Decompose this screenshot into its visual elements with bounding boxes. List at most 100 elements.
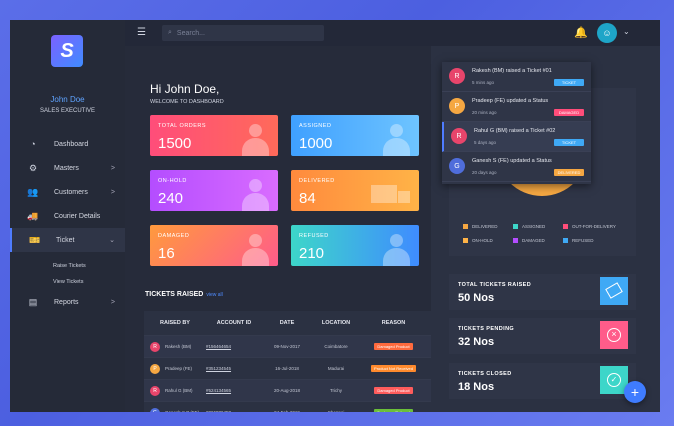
card-value: 1000 [299,135,333,152]
table-row[interactable]: P Pradeep (FE) #351234545 16-Jul-2018 Mad… [144,357,431,379]
card-assigned[interactable]: ASSIGNED 1000 [291,115,419,156]
card-value: 240 [158,190,184,207]
column-header[interactable]: ACCOUNT ID [216,320,252,326]
notification-item[interactable]: R Rakesh (BM) raised a Ticket #01 5 mins… [442,62,591,92]
account-id-link[interactable]: #524134565 [206,388,232,393]
person-icon [381,232,411,266]
sidebar-item-dashboard[interactable]: ◔ Dashboard [10,132,125,156]
search-input[interactable]: ⌕ Search... [162,25,324,41]
column-header[interactable]: REASON [381,320,406,326]
notification-badge: DELIVERED [554,169,584,176]
sidebar-item-courier-details[interactable]: 🚚 Courier Details [10,204,125,228]
legend-swatch [513,224,518,229]
sidebar-nav: ◔ Dashboard ⚙ Masters > 👥 Customers > 🚚 … [10,132,125,314]
reason-badge: Damaged Product [374,343,413,350]
raised-by-cell: R Rahul G (BM) [144,385,206,396]
legend-swatch [513,238,518,243]
table-row[interactable]: R Rakesh (BM) #156464654 09-Nov-2017 Coim… [144,335,431,357]
avatar: P [150,363,160,374]
sidebar-subitem-view-tickets[interactable]: View Tickets [53,279,84,285]
tickets-raised-title: TICKETS RAISED view all [145,291,223,298]
card-total-orders[interactable]: TOTAL ORDERS 1500 [150,115,278,156]
card-refused[interactable]: REFUSED 210 [291,225,419,266]
avatar: R [449,68,465,84]
card-value: 210 [299,245,325,262]
card-damaged[interactable]: DAMAGED 16 [150,225,278,266]
column-header[interactable]: RAISED BY [160,320,190,326]
legend-swatch [463,238,468,243]
legend-item: REFUSED [563,238,594,243]
stat-total-tickets[interactable]: TOTAL TICKETS RAISED 50 Nos [449,274,636,310]
legend-label: DELIVERED [472,224,498,229]
sidebar-item-masters[interactable]: ⚙ Masters > [10,156,125,180]
table-row[interactable]: R Rahul G (BM) #524134565 20-Aug-2018 Tri… [144,379,431,401]
legend-label: DAMAGED [522,238,545,243]
view-all-link[interactable]: view all [206,292,223,298]
column-header[interactable]: DATE [279,320,295,326]
person-icon [240,122,270,156]
card-on-hold[interactable]: ON-HOLD 240 [150,170,278,211]
date-cell: 16-Jul-2018 [275,366,299,371]
close-icon: × [600,321,628,349]
sidebar-item-reports[interactable]: ▤ Reports > [10,290,125,314]
sidebar: S John Doe SALES EXECUTIVE ◔ Dashboard ⚙… [10,20,125,412]
legend-item: ASSIGNED [513,224,545,229]
logo-icon: S [51,35,83,67]
ticket-icon: 🎫 [29,234,41,245]
notification-item[interactable]: R Rahul G (BM) raised a Ticket #02 5 day… [442,122,591,152]
stat-tickets-pending[interactable]: TICKETS PENDING 32 Nos × [449,318,636,354]
search-placeholder: Search... [176,29,205,37]
sidebar-item-customers[interactable]: 👥 Customers > [10,180,125,204]
notification-badge: DAMAGED [554,109,584,116]
notification-time: 20 days ago [472,170,497,175]
user-role: SALES EXECUTIVE [39,108,96,114]
person-icon [381,122,411,156]
chevron-down-icon[interactable]: ⌄ [623,27,630,36]
notification-item[interactable]: P Pradeep (FE) updated a Status 20 mins … [442,92,591,122]
chevron-right-icon: > [110,298,115,306]
notifications-dropdown: R Rakesh (BM) raised a Ticket #01 5 mins… [442,62,591,184]
add-button[interactable]: + [624,381,646,403]
card-value: 84 [299,190,316,207]
hamburger-menu-icon[interactable]: ☰ [137,27,146,38]
user-name: John Doe [50,95,85,104]
notification-item[interactable]: G Ganesh S (FE) updated a Status 20 days… [442,152,591,182]
raised-by-cell: R Rakesh (BM) [144,341,206,352]
card-label: ASSIGNED [299,123,332,129]
sidebar-subitem-raise-tickets[interactable]: Raise Tickets [53,263,86,269]
cog-icon: ⚙ [28,162,38,173]
reason-badge: Customer Refused [373,409,414,412]
column-header[interactable]: LOCATION [321,320,351,326]
raised-by-text: Rakesh (BM) [165,344,192,349]
raised-by-text: Rahul G (BM) [165,388,193,393]
stat-tickets-closed[interactable]: TICKETS CLOSED 18 Nos ✓ [449,363,636,399]
stat-label: TICKETS CLOSED [458,371,512,377]
sidebar-item-label: Customers [54,188,88,196]
account-id-link[interactable]: #351234545 [206,366,232,371]
raised-by-cell: P Pradeep (FE) [144,363,206,374]
avatar: R [150,385,160,396]
legend-label: REFUSED [572,238,594,243]
check-icon: ✓ [600,366,628,394]
card-label: ON-HOLD [158,178,187,184]
location-cell: Coimbatore [324,344,348,349]
truck-icon [371,177,411,211]
account-id-link[interactable]: #156464654 [206,344,232,349]
location-cell: Madurai [327,366,345,371]
truck-icon: 🚚 [27,210,39,221]
account-id-link[interactable]: #266986458 [206,410,262,412]
chevron-right-icon: > [110,188,115,196]
raised-by-text: Ganesh S P (FE) [165,410,199,412]
chevron-right-icon: > [110,164,115,172]
card-label: DELIVERED [299,178,335,184]
avatar[interactable]: ☺ [597,23,617,43]
sidebar-item-ticket[interactable]: 🎫 Ticket ⌄ [10,228,125,252]
sidebar-item-label: Reports [54,298,79,306]
legend-swatch [463,224,468,229]
bell-icon[interactable]: 🔔 [574,27,588,39]
page-subtitle: WELCOME TO DASHBOARD [150,99,224,105]
report-icon: ▤ [28,296,38,307]
app-frame: S John Doe SALES EXECUTIVE ◔ Dashboard ⚙… [10,20,660,412]
card-delivered[interactable]: DELIVERED 84 [291,170,419,211]
